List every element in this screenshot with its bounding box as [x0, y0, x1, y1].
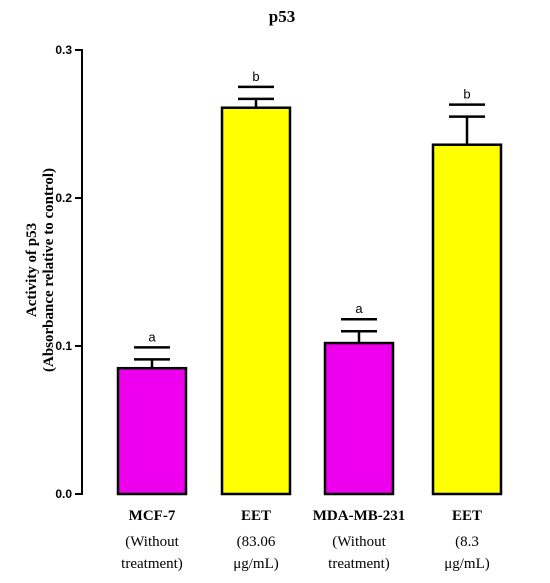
- y-axis-label-line-2: (Absorbance relative to control): [41, 168, 57, 372]
- y-tick-label: 0.2: [55, 191, 72, 205]
- chart-title: p53: [269, 7, 295, 26]
- x-category-label-4: EET: [452, 508, 482, 524]
- x-category-sublabel-3-1: (Without: [332, 534, 386, 550]
- significance-letters: a b a b: [134, 69, 485, 349]
- x-category-sublabel-4-1: (8.3: [455, 534, 479, 550]
- x-category-label-3: MDA-MB-231: [313, 508, 405, 524]
- y-tick-label: 0.3: [55, 43, 72, 57]
- bar-3: [323, 341, 395, 496]
- y-axis-ticks: 0.0 0.1 0.2 0.3: [55, 43, 82, 501]
- bars: [116, 106, 503, 496]
- significance-letter-1: a: [148, 329, 156, 344]
- x-category-sublabel-1-2: treatment): [121, 556, 183, 572]
- bar-1: [116, 366, 188, 496]
- x-category-sublabel-1-1: (Without: [125, 534, 179, 550]
- y-tick-label: 0.0: [55, 487, 72, 501]
- x-category-sublabel-3-2: treatment): [328, 556, 390, 572]
- y-axis-label: Activity of p53 (Absorbance relative to …: [24, 168, 57, 372]
- bar-2: [220, 106, 292, 496]
- significance-letter-2: b: [252, 69, 259, 84]
- error-bars: [134, 97, 485, 369]
- significance-letter-4: b: [463, 87, 470, 102]
- x-axis-category-labels: MCF-7 (Without treatment) EET (83.06 μg/mL) MD…: [121, 508, 490, 572]
- x-category-sublabel-4-2: μg/mL): [444, 556, 490, 572]
- significance-letter-3: a: [355, 301, 363, 316]
- x-category-sublabel-2-1: (83.06: [237, 534, 276, 550]
- y-axis-label-line-1: Activity of p53: [24, 223, 40, 317]
- x-category-label-2: EET: [241, 508, 271, 524]
- bar-4: [431, 143, 503, 496]
- x-category-label-1: MCF-7: [129, 508, 176, 524]
- y-tick-label: 0.1: [55, 339, 72, 353]
- x-category-sublabel-2-2: μg/mL): [233, 556, 279, 572]
